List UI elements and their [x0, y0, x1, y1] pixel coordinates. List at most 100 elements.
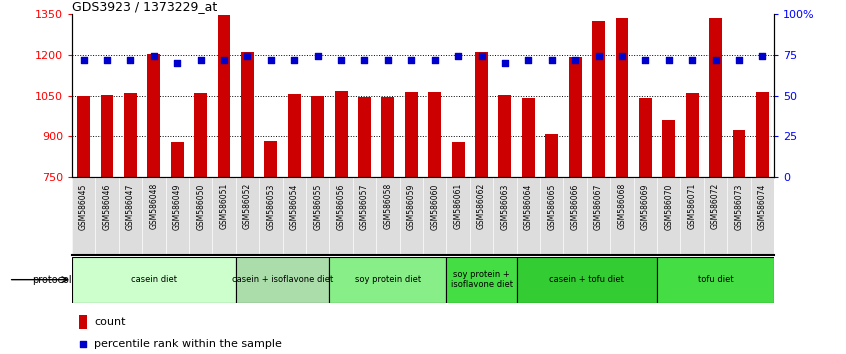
Bar — [517, 257, 657, 303]
Text: GSM586066: GSM586066 — [571, 183, 580, 230]
Text: GSM586060: GSM586060 — [431, 183, 439, 230]
Text: soy protein +
isoflavone diet: soy protein + isoflavone diet — [451, 270, 513, 289]
Bar — [616, 18, 629, 177]
Text: GSM586048: GSM586048 — [150, 183, 158, 229]
Point — [428, 57, 442, 63]
Text: GSM586074: GSM586074 — [758, 183, 766, 230]
Point — [358, 57, 371, 63]
Point — [77, 57, 91, 63]
Text: GSM586071: GSM586071 — [688, 183, 696, 229]
Bar — [77, 96, 90, 177]
Point — [124, 57, 137, 63]
Bar — [756, 92, 769, 177]
Bar — [195, 93, 207, 177]
Bar — [311, 96, 324, 177]
Bar — [405, 92, 418, 177]
Point — [569, 57, 582, 63]
Point — [194, 57, 207, 63]
Text: GSM586053: GSM586053 — [266, 183, 275, 230]
Point — [311, 54, 325, 59]
Text: GSM586057: GSM586057 — [360, 183, 369, 230]
Bar — [382, 97, 394, 177]
Text: GSM586054: GSM586054 — [290, 183, 299, 230]
Bar — [329, 257, 447, 303]
Text: GSM586073: GSM586073 — [734, 183, 744, 230]
Text: protocol: protocol — [32, 275, 72, 285]
Text: GSM586063: GSM586063 — [501, 183, 509, 230]
Text: GSM586046: GSM586046 — [102, 183, 112, 230]
Point — [452, 54, 465, 59]
Text: GSM586067: GSM586067 — [594, 183, 603, 230]
Text: casein + tofu diet: casein + tofu diet — [549, 275, 624, 284]
Text: casein + isoflavone diet: casein + isoflavone diet — [232, 275, 333, 284]
Point — [662, 57, 675, 63]
Point — [217, 57, 231, 63]
Point — [521, 57, 536, 63]
Bar — [522, 98, 535, 177]
Bar — [124, 93, 137, 177]
Bar — [72, 257, 236, 303]
Bar — [639, 98, 651, 177]
Point — [591, 54, 605, 59]
Point — [755, 54, 769, 59]
Text: GSM586045: GSM586045 — [80, 183, 88, 230]
Bar — [733, 130, 745, 177]
Point — [240, 54, 254, 59]
Point — [147, 54, 161, 59]
Bar — [101, 95, 113, 177]
Text: soy protein diet: soy protein diet — [354, 275, 421, 284]
Bar — [686, 93, 699, 177]
Point — [334, 57, 348, 63]
Point — [170, 60, 184, 66]
Bar — [428, 92, 441, 177]
Bar — [709, 18, 722, 177]
Point — [709, 57, 722, 63]
Bar — [236, 257, 329, 303]
Bar — [657, 257, 774, 303]
Text: GSM586050: GSM586050 — [196, 183, 205, 230]
Bar — [452, 142, 464, 177]
Text: GSM586068: GSM586068 — [618, 183, 626, 229]
Bar — [171, 142, 184, 177]
Text: casein diet: casein diet — [131, 275, 177, 284]
Point — [639, 57, 652, 63]
Point — [615, 54, 629, 59]
Point — [100, 57, 113, 63]
Text: GSM586058: GSM586058 — [383, 183, 393, 229]
Bar — [358, 97, 371, 177]
Point — [288, 57, 301, 63]
Bar — [546, 133, 558, 177]
Text: GSM586069: GSM586069 — [641, 183, 650, 230]
Bar — [569, 57, 581, 177]
Bar — [217, 15, 230, 177]
Text: count: count — [95, 317, 126, 327]
Text: GSM586051: GSM586051 — [220, 183, 228, 229]
Text: GSM586072: GSM586072 — [711, 183, 720, 229]
Bar — [475, 52, 488, 177]
Bar — [662, 120, 675, 177]
Text: GSM586047: GSM586047 — [126, 183, 135, 230]
Point — [381, 57, 394, 63]
Point — [733, 57, 746, 63]
Text: GSM586049: GSM586049 — [173, 183, 182, 230]
Text: GSM586065: GSM586065 — [547, 183, 556, 230]
Text: GDS3923 / 1373229_at: GDS3923 / 1373229_at — [72, 0, 217, 13]
Text: percentile rank within the sample: percentile rank within the sample — [95, 339, 283, 349]
Bar — [592, 21, 605, 177]
Point — [519, 236, 532, 242]
Text: GSM586052: GSM586052 — [243, 183, 252, 229]
Text: GSM586064: GSM586064 — [524, 183, 533, 230]
Point — [498, 60, 512, 66]
Text: GSM586056: GSM586056 — [337, 183, 345, 230]
Bar — [288, 94, 300, 177]
Bar — [79, 315, 87, 329]
Text: GSM586059: GSM586059 — [407, 183, 415, 230]
Bar — [498, 95, 511, 177]
Text: GSM586062: GSM586062 — [477, 183, 486, 229]
Bar — [265, 141, 277, 177]
Text: GSM586070: GSM586070 — [664, 183, 673, 230]
Bar — [147, 53, 160, 177]
Bar — [241, 52, 254, 177]
Text: GSM586061: GSM586061 — [453, 183, 463, 229]
Point — [685, 57, 699, 63]
